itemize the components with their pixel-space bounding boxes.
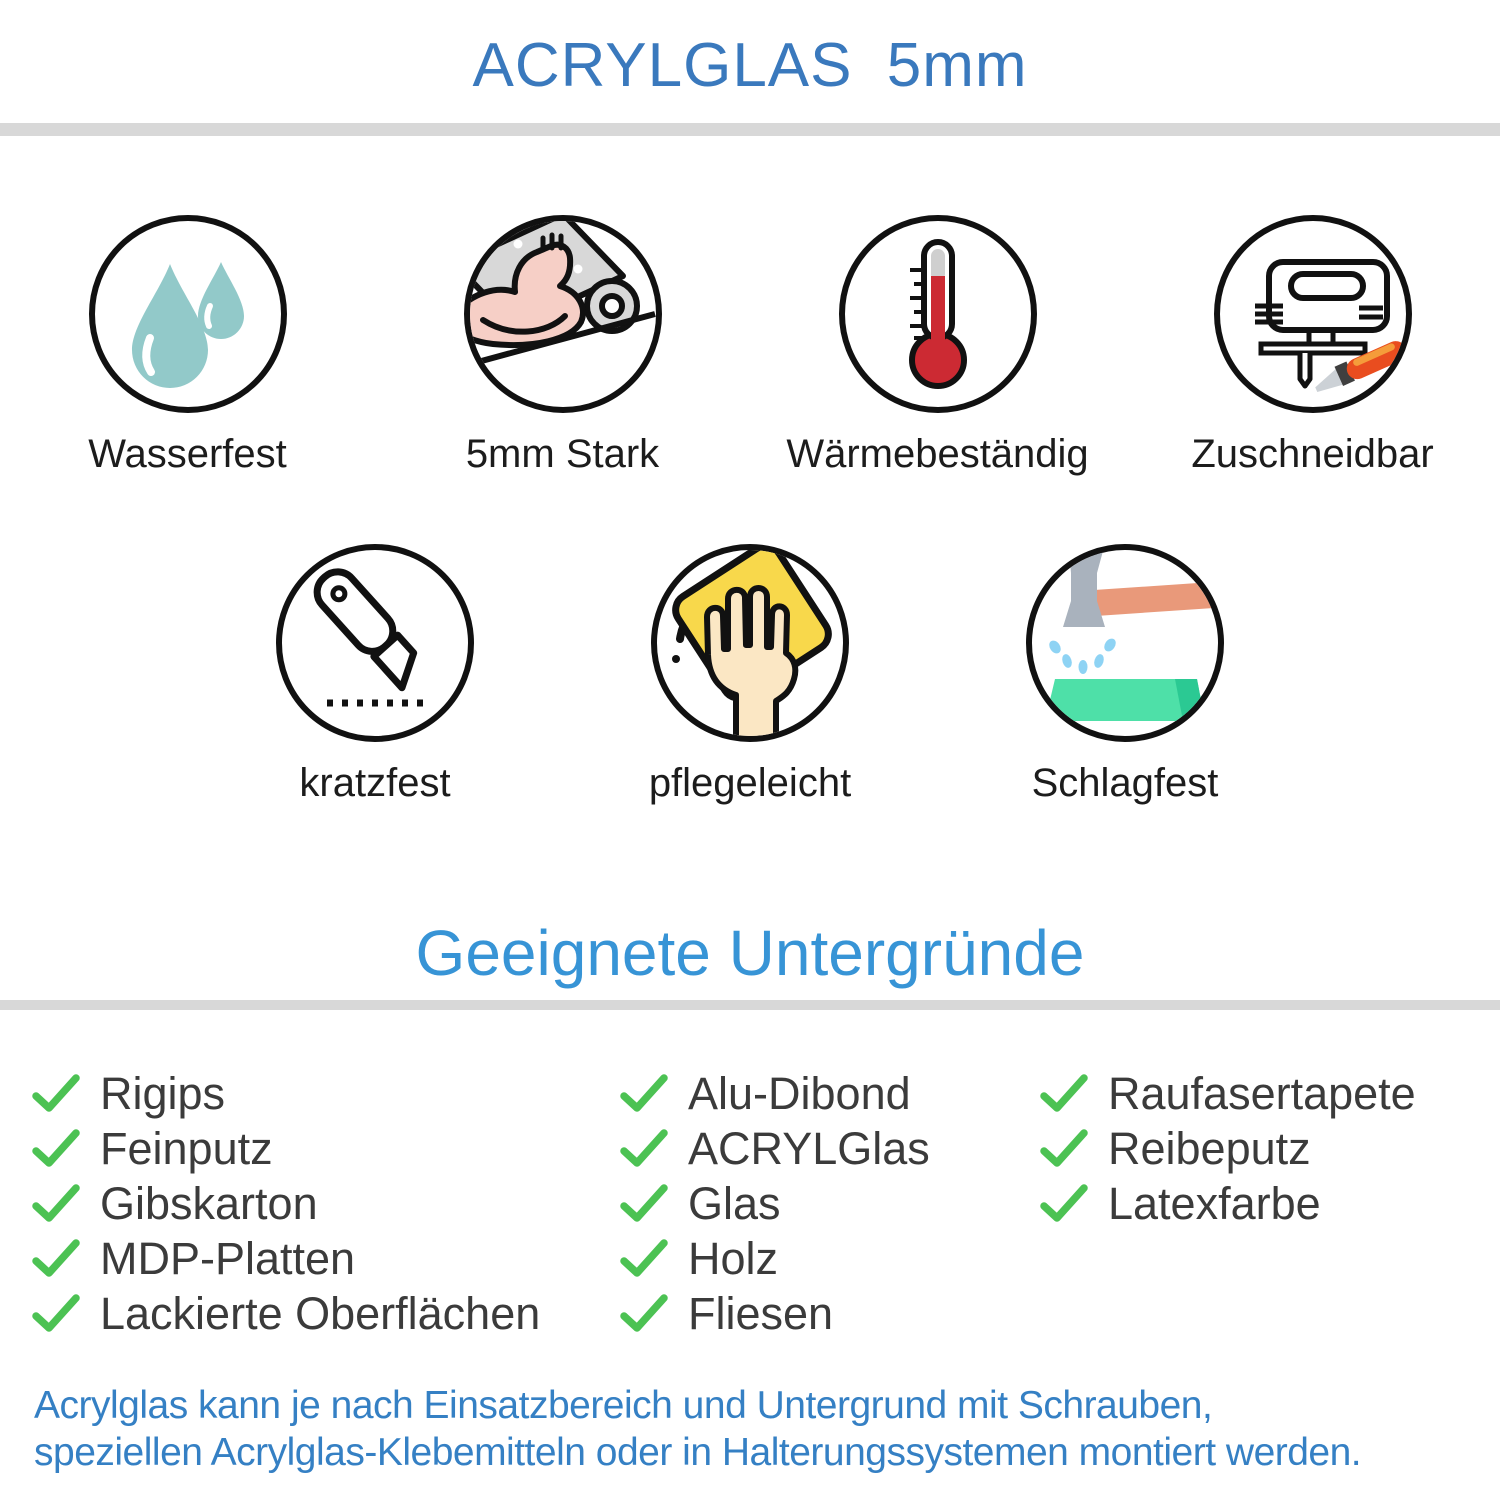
substrate-label: Feinputz bbox=[100, 1122, 273, 1174]
feature-label: Wärmebeständig bbox=[786, 432, 1089, 476]
substrate-label: ACRYLGlas bbox=[688, 1122, 930, 1174]
feature-5mm-stark: 5mm Stark bbox=[375, 214, 750, 477]
thermometer-icon bbox=[838, 214, 1038, 414]
substrate-item: Lackierte Oberflächen bbox=[32, 1286, 620, 1341]
jigsaw-icon bbox=[1213, 214, 1413, 414]
feature-schlagfest: Schlagfest bbox=[938, 543, 1313, 806]
substrate-item: Holz bbox=[620, 1231, 1040, 1286]
substrate-label: Latexfarbe bbox=[1108, 1177, 1321, 1229]
substrate-item: Glas bbox=[620, 1176, 1040, 1231]
substrate-item: Alu-Dibond bbox=[620, 1066, 1040, 1121]
check-icon bbox=[620, 1073, 668, 1112]
substrate-label: Lackierte Oberflächen bbox=[100, 1287, 541, 1339]
feature-pflegeleicht: pflegeleicht bbox=[563, 543, 938, 806]
check-icon bbox=[620, 1293, 668, 1332]
feature-label: pflegeleicht bbox=[648, 761, 852, 805]
mounting-note-line-2: speziellen Acrylglas-Klebemitteln oder i… bbox=[34, 1430, 1362, 1474]
check-icon bbox=[32, 1183, 80, 1222]
cleaning-cloth-icon bbox=[650, 543, 850, 743]
feature-waermebestaendig: Wärmebeständig bbox=[750, 214, 1125, 477]
feature-label: Schlagfest bbox=[1031, 761, 1219, 805]
substrate-item: Rigips bbox=[32, 1066, 620, 1121]
substrate-label: Holz bbox=[688, 1232, 779, 1284]
utility-knife-icon bbox=[275, 543, 475, 743]
mounting-note-line-1: Acrylglas kann je nach Einsatzbereich un… bbox=[34, 1384, 1213, 1427]
divider-bar-middle bbox=[0, 1000, 1500, 1010]
substrate-label: Fliesen bbox=[688, 1287, 834, 1339]
substrate-label: Rigips bbox=[100, 1067, 226, 1119]
feature-label: kratzfest bbox=[299, 761, 451, 805]
feature-label: Wasserfest bbox=[88, 432, 287, 476]
page-title: ACRYLGLAS 5mm bbox=[472, 31, 1028, 100]
check-icon bbox=[32, 1073, 80, 1112]
substrate-item: Latexfarbe bbox=[1040, 1176, 1500, 1231]
substrate-label: Gibskarton bbox=[100, 1177, 318, 1229]
hammer-icon bbox=[1025, 543, 1225, 743]
feature-label: Zuschneidbar bbox=[1191, 432, 1434, 476]
substrate-item: Fliesen bbox=[620, 1286, 1040, 1341]
mounting-note: Acrylglas kann je nach Einsatzbereich un… bbox=[0, 1383, 1500, 1477]
substrate-item: Reibeputz bbox=[1040, 1121, 1500, 1176]
check-icon bbox=[620, 1128, 668, 1167]
check-icon bbox=[32, 1293, 80, 1332]
substrates-column-1: Rigips Feinputz Gibskarton MDP-Platten L… bbox=[32, 1066, 620, 1341]
features-row-2: kratzfest pflegeleicht bbox=[0, 543, 1500, 806]
substrates-heading: Geeignete Untergründe bbox=[415, 917, 1085, 989]
check-icon bbox=[32, 1128, 80, 1167]
substrate-item: ACRYLGlas bbox=[620, 1121, 1040, 1176]
substrate-item: Raufasertapete bbox=[1040, 1066, 1500, 1121]
feature-label: 5mm Stark bbox=[465, 432, 660, 476]
substrates-column-2: Alu-Dibond ACRYLGlas Glas Holz Fliesen bbox=[620, 1066, 1040, 1341]
feature-wasserfest: Wasserfest bbox=[0, 214, 375, 477]
substrates-column-3: Raufasertapete Reibeputz Latexfarbe bbox=[1040, 1066, 1500, 1341]
water-drops-icon bbox=[88, 214, 288, 414]
substrate-label: Alu-Dibond bbox=[688, 1067, 911, 1119]
check-icon bbox=[1040, 1128, 1088, 1167]
substrate-item: Gibskarton bbox=[32, 1176, 620, 1231]
muscle-arm-icon bbox=[463, 214, 663, 414]
substrate-label: Glas bbox=[688, 1177, 781, 1229]
check-icon bbox=[620, 1183, 668, 1222]
substrate-item: Feinputz bbox=[32, 1121, 620, 1176]
substrate-label: MDP-Platten bbox=[100, 1232, 356, 1284]
feature-zuschneidbar: Zuschneidbar bbox=[1125, 214, 1500, 477]
features-row-1: Wasserfest bbox=[0, 214, 1500, 477]
check-icon bbox=[1040, 1183, 1088, 1222]
feature-kratzfest: kratzfest bbox=[188, 543, 563, 806]
check-icon bbox=[32, 1238, 80, 1277]
substrate-item: MDP-Platten bbox=[32, 1231, 620, 1286]
check-icon bbox=[620, 1238, 668, 1277]
divider-bar-top bbox=[0, 123, 1500, 136]
substrate-label: Raufasertapete bbox=[1108, 1067, 1416, 1119]
check-icon bbox=[1040, 1073, 1088, 1112]
substrates-checklist: Rigips Feinputz Gibskarton MDP-Platten L… bbox=[0, 1066, 1500, 1341]
substrate-label: Reibeputz bbox=[1108, 1122, 1311, 1174]
